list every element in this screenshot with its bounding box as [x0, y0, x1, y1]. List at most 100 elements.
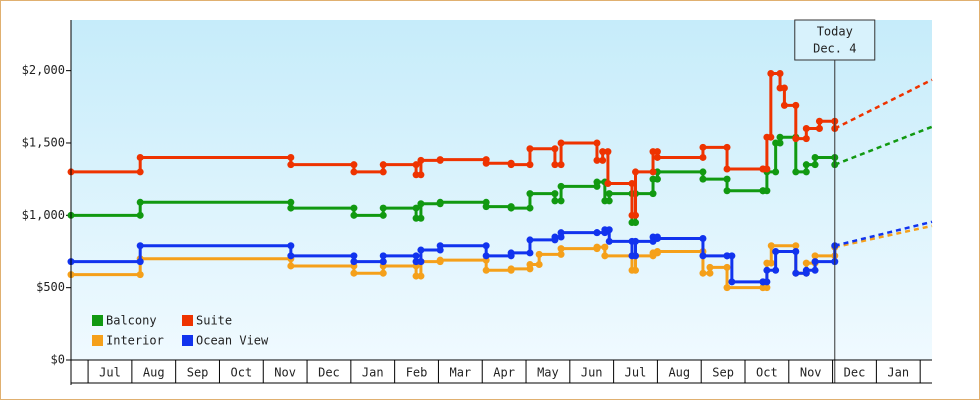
price-point [763, 284, 771, 292]
price-point [593, 245, 601, 253]
price-point [706, 269, 714, 277]
price-point [780, 84, 788, 92]
legend-label: Interior [106, 334, 164, 348]
price-point [136, 258, 144, 266]
price-point [287, 198, 295, 206]
price-point [632, 252, 640, 260]
price-point [767, 70, 775, 78]
price-point [417, 258, 425, 266]
x-tick-label: Jul [625, 366, 647, 380]
price-point [379, 211, 387, 219]
forecast-line [834, 224, 933, 249]
price-point [535, 250, 543, 258]
forecast-line [834, 220, 933, 247]
price-point [526, 145, 534, 153]
x-tick-label: Feb [406, 366, 428, 380]
price-point [632, 219, 640, 227]
legend-label: Ocean View [196, 334, 269, 348]
price-point [417, 171, 425, 179]
price-point [557, 182, 565, 190]
price-point [417, 200, 425, 208]
price-point [792, 135, 800, 143]
price-point [287, 161, 295, 169]
price-point [593, 156, 601, 164]
x-tick-label: Jan [362, 366, 384, 380]
price-point [287, 153, 295, 161]
price-point [653, 233, 661, 241]
price-point [551, 161, 559, 169]
price-point [763, 165, 771, 173]
price-point [728, 252, 736, 260]
price-point [593, 182, 601, 190]
legend-swatch [182, 335, 193, 346]
price-point [772, 247, 780, 255]
price-point [287, 242, 295, 250]
x-tick-label: Dec [318, 366, 340, 380]
price-point [653, 175, 661, 183]
price-point [350, 269, 358, 277]
price-point [526, 161, 534, 169]
price-point [526, 190, 534, 198]
price-point [780, 101, 788, 109]
price-point [287, 252, 295, 260]
price-point [776, 70, 784, 78]
price-point [802, 135, 810, 143]
price-point [412, 171, 420, 179]
x-tick-label: Nov [800, 366, 822, 380]
price-point [776, 133, 784, 141]
price-point [412, 214, 420, 222]
price-point [482, 198, 490, 206]
x-tick-label: May [537, 366, 559, 380]
legend-label: Balcony [106, 314, 157, 328]
price-point [482, 156, 490, 164]
price-point [557, 245, 565, 253]
price-point [557, 161, 565, 169]
price-point [653, 148, 661, 156]
legend-swatch [92, 335, 103, 346]
x-tick-label: Aug [143, 366, 165, 380]
legend-swatch [182, 315, 193, 326]
price-point [632, 168, 640, 176]
price-point [507, 159, 515, 167]
price-point [412, 161, 420, 169]
x-tick-label: Mar [449, 366, 471, 380]
price-point [604, 148, 612, 156]
price-point [412, 204, 420, 212]
price-point [136, 271, 144, 279]
price-point [601, 252, 609, 260]
x-tick-label: Jun [581, 366, 603, 380]
price-point [551, 145, 559, 153]
price-point [287, 262, 295, 270]
price-point [136, 211, 144, 219]
today-label: Today [817, 25, 853, 39]
legend-swatch [92, 315, 103, 326]
price-point [811, 252, 819, 260]
price-point [593, 139, 601, 147]
price-point [767, 133, 775, 141]
price-point [350, 161, 358, 169]
price-point [763, 266, 771, 274]
x-tick-label: Jul [99, 366, 121, 380]
price-point [728, 278, 736, 286]
price-point [417, 156, 425, 164]
price-point [136, 168, 144, 176]
price-point [526, 204, 534, 212]
price-point [593, 229, 601, 237]
price-point [605, 197, 613, 205]
price-point [507, 203, 515, 211]
price-point [379, 161, 387, 169]
price-point [482, 252, 490, 260]
price-point [482, 266, 490, 274]
legend-label: Suite [196, 314, 232, 328]
price-point [802, 259, 810, 267]
price-point [802, 269, 810, 277]
price-point [632, 266, 640, 274]
price-point [557, 139, 565, 147]
price-point [599, 156, 607, 164]
x-tick-label: Nov [274, 366, 296, 380]
price-point [551, 190, 559, 198]
price-point [557, 197, 565, 205]
price-point [436, 246, 444, 254]
price-point [699, 168, 707, 176]
